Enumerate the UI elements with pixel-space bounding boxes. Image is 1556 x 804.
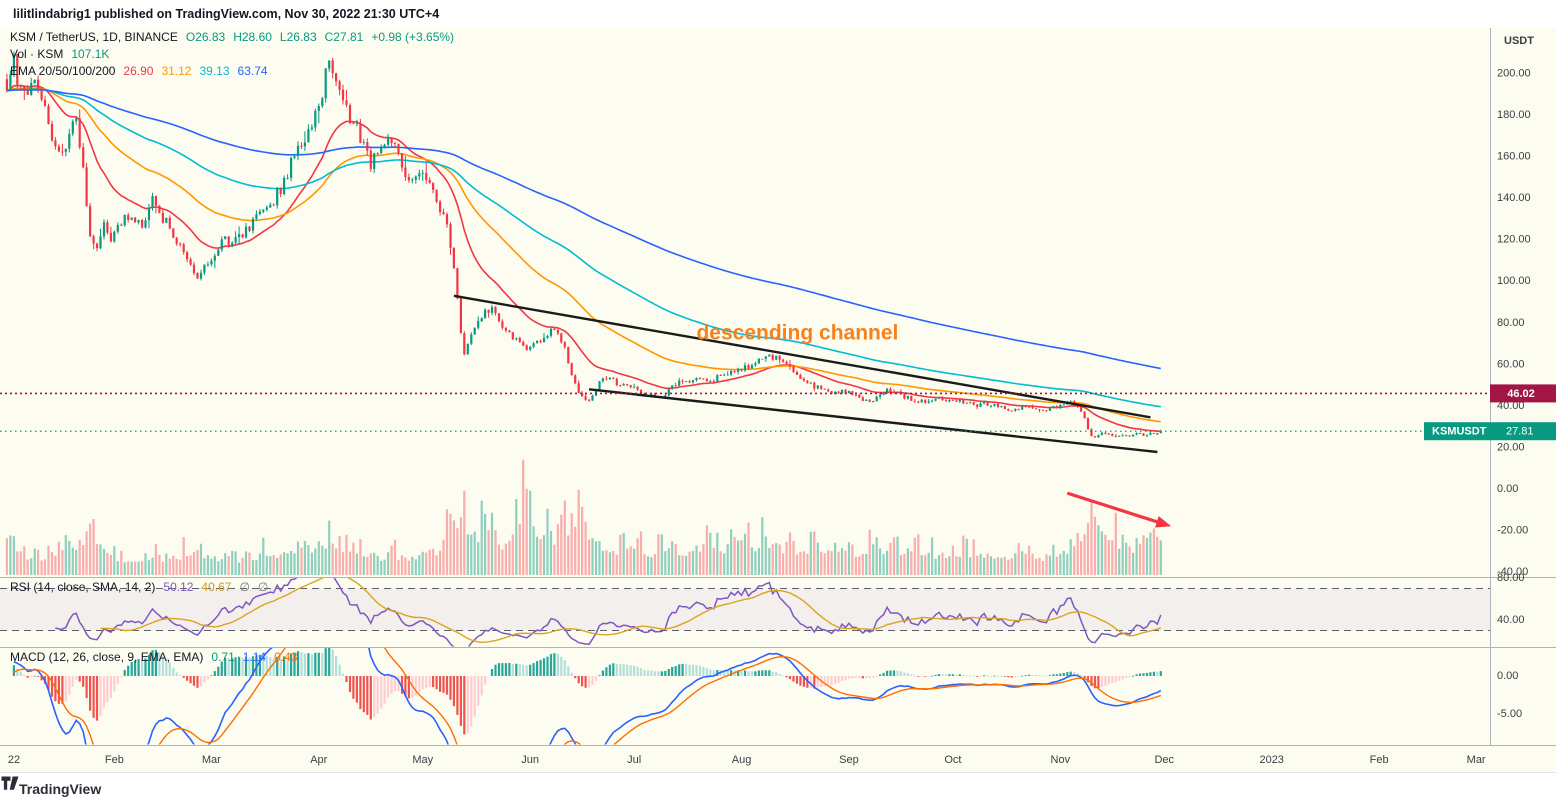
ohlc-high: H28.60 — [233, 30, 272, 44]
axis-tick-label: -40.00 — [1497, 566, 1528, 578]
time-tick-label: Jun — [521, 754, 539, 766]
volume-value: 107.1K — [71, 47, 110, 61]
rsi-ma-value: 40.67 — [201, 580, 232, 594]
axis-tick-label: 200.00 — [1497, 68, 1531, 80]
price-badge-27.81[interactable]: KSMUSDT 27.81 — [1424, 422, 1556, 441]
ohlc-close: C27.81 — [324, 30, 364, 44]
ema200-line — [6, 89, 1161, 370]
volume-pane — [5, 459, 1162, 575]
axis-tick-label: 0.00 — [1497, 483, 1518, 495]
rsi-value: 50.12 — [163, 580, 194, 594]
time-axis[interactable]: 22 Feb Mar Apr May Jun Jul Aug Sep Oct Nov Dec 2023 F… — [8, 754, 1486, 766]
ohlc-open: O26.83 — [185, 30, 226, 44]
macd-label: MACD (12, 26, close, 9, EMA, EMA) — [10, 650, 204, 664]
ema20-value: 26.90 — [123, 64, 154, 78]
ema-lines — [6, 84, 1161, 432]
lower-channel-line — [588, 388, 1158, 454]
time-tick-label: Aug — [732, 754, 752, 766]
svg-text:KSMUSDT: KSMUSDT — [1432, 426, 1487, 438]
time-tick-label: Jul — [627, 754, 641, 766]
time-tick-label: Sep — [839, 754, 859, 766]
macd-pane — [12, 647, 1162, 745]
ema50-value: 31.12 — [161, 64, 192, 78]
macd-signal-line — [13, 647, 1162, 745]
macd-signal-value: 0.43 — [274, 650, 298, 664]
time-tick-label: May — [412, 754, 433, 766]
time-tick-label: 22 — [8, 754, 20, 766]
time-tick-label: Mar — [1467, 754, 1486, 766]
time-tick-label: Oct — [944, 754, 961, 766]
ema20-line — [6, 84, 1161, 432]
upper-channel-line — [453, 294, 1151, 419]
descending-channel-lines[interactable] — [453, 294, 1158, 454]
axis-tick-label: 140.00 — [1497, 192, 1531, 204]
axis-tick-label: 0.00 — [1497, 670, 1518, 682]
price-badge-46.02[interactable]: 46.02 — [1490, 384, 1556, 403]
axis-tick-label: 160.00 — [1497, 151, 1531, 163]
axis-tick-label: 60.00 — [1497, 358, 1525, 370]
axis-tick-label: 100.00 — [1497, 275, 1531, 287]
time-tick-label: 2023 — [1259, 754, 1283, 766]
rsi-ma-line — [100, 577, 1162, 644]
trend-arrow[interactable] — [1066, 491, 1164, 526]
axis-tick-label: 180.00 — [1497, 109, 1531, 121]
time-tick-label: Dec — [1154, 754, 1174, 766]
symbol-legend[interactable]: KSM / TetherUS, 1D, BINANCE O26.83 H28.6… — [10, 30, 454, 44]
rsi-legend[interactable]: RSI (14, close, SMA, 14, 2) 50.12 40.67 … — [10, 580, 268, 594]
time-tick-label: Apr — [310, 754, 327, 766]
ema-label: EMA 20/50/100/200 — [10, 64, 116, 78]
rsi-null-1: ∅ — [239, 580, 250, 594]
ema100-line — [6, 88, 1161, 408]
trend-arrow-head — [1155, 516, 1172, 528]
macd-line — [13, 647, 1162, 745]
currency-label: USDT — [1504, 35, 1534, 47]
axis-tick-label: 20.00 — [1497, 441, 1525, 453]
rsi-line — [55, 577, 1162, 647]
channel-annotation-text[interactable]: descending channel — [696, 321, 898, 344]
ohlc-low: L26.83 — [279, 30, 317, 44]
ema50-line — [6, 87, 1161, 423]
rsi-label: RSI (14, close, SMA, 14, 2) — [10, 580, 156, 594]
volume-label: Vol · KSM — [10, 47, 64, 61]
svg-text:46.02: 46.02 — [1507, 388, 1535, 400]
tradingview-brand[interactable]: TradingView — [19, 780, 102, 797]
macd-line-value: 1.14 — [242, 650, 267, 664]
time-tick-label: Feb — [1370, 754, 1389, 766]
price-axis[interactable]: USDT 200.00 180.00 160.00 140.00 120.00 100.00… — [1497, 35, 1534, 720]
symbol-title: KSM / TetherUS, 1D, BINANCE — [10, 30, 178, 44]
ema100-value: 39.13 — [199, 64, 230, 78]
axis-tick-label: -5.00 — [1497, 708, 1522, 720]
axis-tick-label: 40.00 — [1497, 614, 1525, 626]
macd-legend[interactable]: MACD (12, 26, close, 9, EMA, EMA) 0.71 1… — [10, 650, 297, 664]
footer-bar: TradingView — [0, 772, 1556, 804]
axis-tick-label: 120.00 — [1497, 234, 1531, 246]
ohlc-change: +0.98 (+3.65%) — [371, 30, 455, 44]
ema-legend[interactable]: EMA 20/50/100/200 26.90 31.12 39.13 63.7… — [10, 64, 268, 78]
time-tick-label: Nov — [1051, 754, 1071, 766]
axis-tick-label: -20.00 — [1497, 524, 1528, 536]
axis-tick-label: 80.00 — [1497, 572, 1525, 584]
attribution-text: lilitlindabrig1 published on TradingView… — [13, 7, 440, 21]
time-tick-label: Feb — [105, 754, 124, 766]
rsi-null-2: ∅ — [257, 580, 269, 594]
macd-hist-value: 0.71 — [211, 650, 235, 664]
svg-text:27.81: 27.81 — [1506, 426, 1534, 438]
rsi-pane — [55, 577, 1162, 647]
axis-tick-label: 40.00 — [1497, 400, 1525, 412]
volume-legend[interactable]: Vol · KSM 107.1K — [10, 47, 109, 61]
time-tick-label: Mar — [202, 754, 221, 766]
axis-tick-label: 80.00 — [1497, 317, 1525, 329]
ema200-value: 63.74 — [237, 64, 268, 78]
attribution-bar: lilitlindabrig1 published on TradingView… — [0, 0, 1556, 28]
